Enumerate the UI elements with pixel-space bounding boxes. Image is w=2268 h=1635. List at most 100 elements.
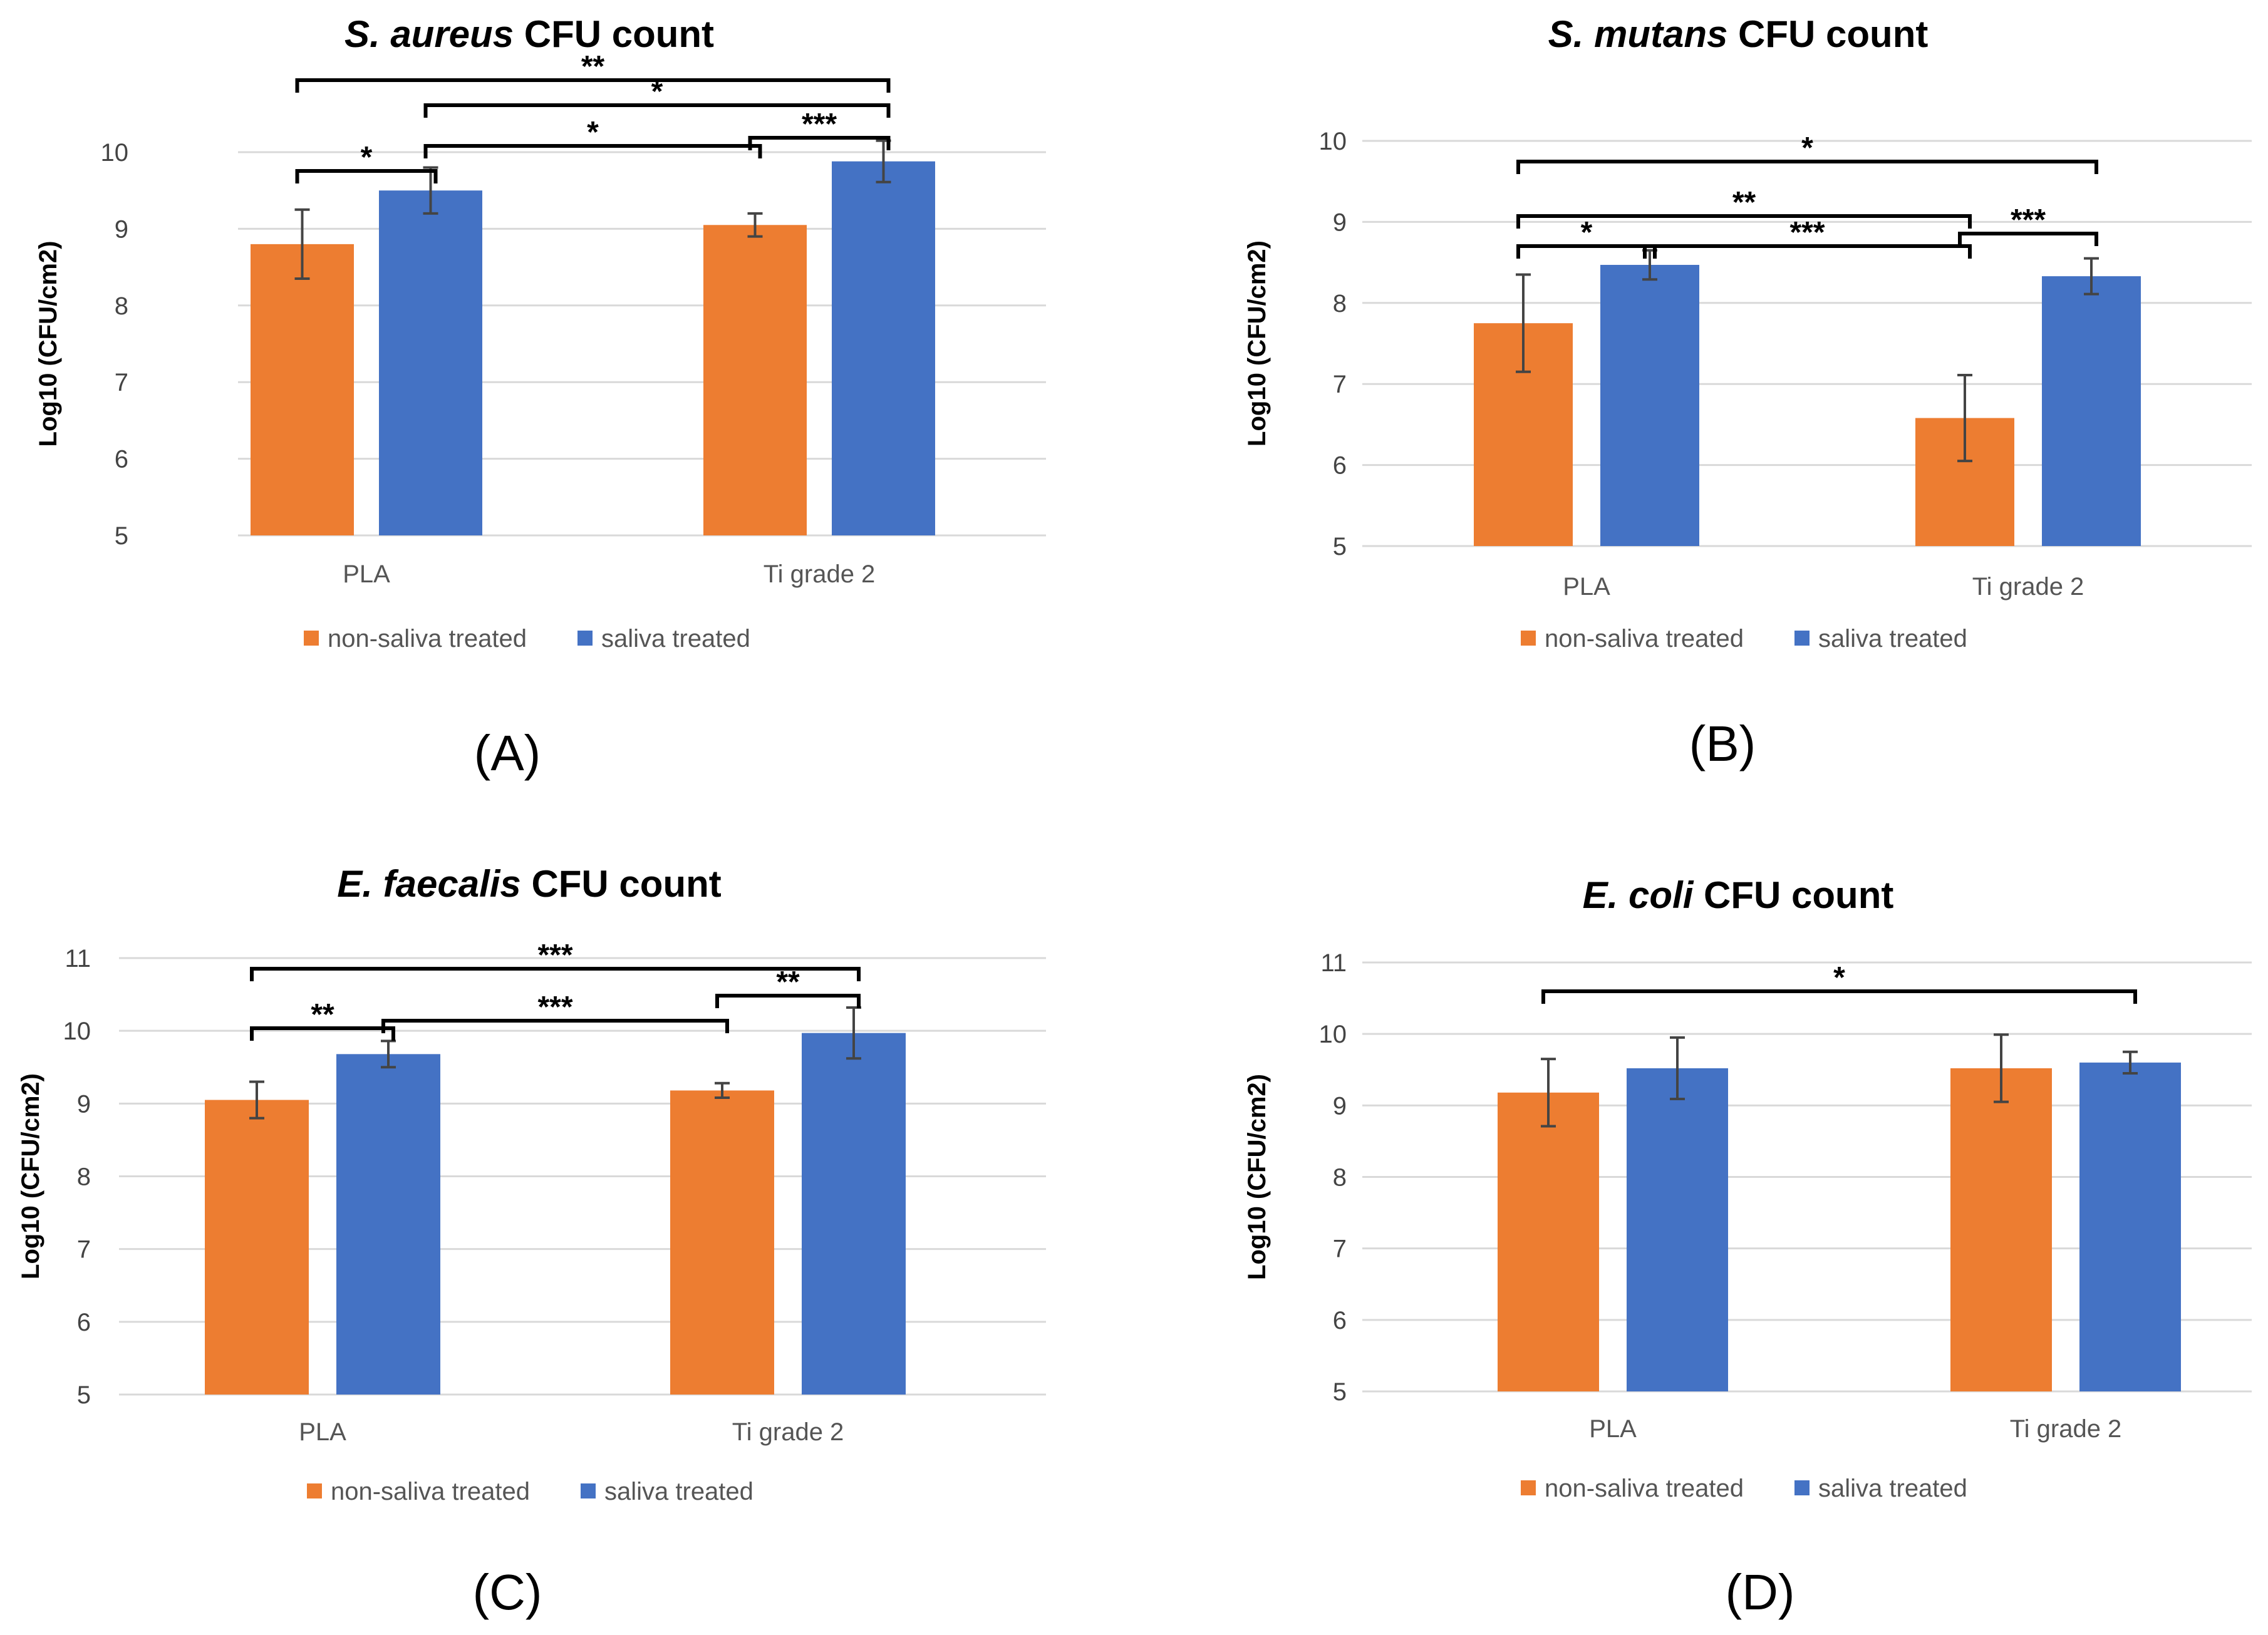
y-tick-label: 6: [115, 446, 128, 473]
significance-bracket: [295, 78, 891, 93]
x-category-label: Ti grade 2: [1972, 573, 2084, 601]
title-species: S. mutans: [1548, 13, 1728, 55]
significance-label: ***: [537, 939, 572, 972]
y-tick-label: 5: [1333, 533, 1347, 560]
y-axis-label: Log10 (CFU/cm2): [1243, 240, 1271, 446]
y-tick-label: 7: [1333, 1235, 1347, 1263]
chart-title: E. coli CFU count: [1583, 874, 1894, 916]
bar-non-saliva-pla: [251, 244, 354, 535]
bar-saliva-ti: [832, 161, 935, 535]
y-tick-label: 8: [77, 1163, 91, 1191]
title-species: E. faecalis: [337, 863, 521, 905]
significance-label: *: [651, 75, 663, 108]
y-tick-label: 10: [101, 139, 129, 167]
bar-saliva-ti: [2079, 1062, 2181, 1391]
x-category-label: Ti grade 2: [764, 560, 876, 588]
bar-non-saliva-pla: [205, 1100, 309, 1395]
legend-label-saliva: saliva treated: [1818, 625, 1967, 652]
significance-label: *: [587, 116, 599, 149]
significance-bracket: [1643, 244, 1972, 259]
y-tick-label: 8: [115, 292, 128, 320]
significance-bracket: [1958, 232, 2098, 246]
chart-title: S. aureus CFU count: [344, 13, 714, 55]
significance-label: ***: [537, 991, 572, 1024]
title-rest: CFU count: [521, 863, 722, 905]
y-tick-label: 6: [1333, 1307, 1347, 1334]
chart-panel-2: S. mutans CFU count 5 6 7 8 9 10 Log10 (CFU/cm2…: [1243, 13, 2252, 771]
bar-non-saliva-ti: [670, 1090, 774, 1395]
legend-label-non-saliva: non-saliva treated: [328, 625, 527, 652]
x-category-label: Ti grade 2: [2010, 1415, 2122, 1443]
significance-label: **: [581, 50, 605, 83]
bar-non-saliva-pla: [1498, 1092, 1599, 1391]
significance-bracket: [748, 136, 891, 150]
y-tick-label: 5: [115, 522, 128, 550]
y-tick-label: 5: [1333, 1378, 1347, 1406]
y-axis-label: Log10 (CFU/cm2): [34, 241, 62, 447]
legend-swatch-saliva: [1794, 1480, 1810, 1495]
y-tick-label: 10: [1319, 128, 1347, 155]
y-tick-label: 7: [115, 369, 128, 396]
significance-bracket: [1541, 989, 2137, 1004]
y-tick-label: 9: [115, 215, 128, 243]
significance-bracket: [250, 967, 861, 981]
panel-label: (C): [472, 1564, 542, 1620]
significance-bracket: [1516, 160, 2098, 174]
legend-swatch-saliva: [581, 1483, 596, 1498]
y-tick-label: 9: [1333, 1092, 1347, 1120]
x-category-label: PLA: [1563, 573, 1610, 601]
significance-bracket: [423, 103, 891, 118]
bar-saliva-pla: [379, 190, 482, 535]
y-tick-label: 9: [1333, 209, 1347, 236]
chart-title: S. mutans CFU count: [1548, 13, 1929, 55]
y-tick-label: 11: [65, 945, 91, 972]
significance-label: **: [311, 998, 334, 1031]
y-axis-label: Log10 (CFU/cm2): [1243, 1074, 1271, 1280]
legend-swatch-saliva: [577, 631, 593, 646]
y-tick-label: 10: [63, 1018, 91, 1045]
bar-non-saliva-ti: [703, 225, 807, 535]
significance-bracket: [250, 1026, 395, 1041]
y-tick-label: 8: [1333, 1164, 1347, 1192]
title-species: S. aureus: [344, 13, 514, 55]
legend-swatch-saliva: [1794, 631, 1810, 646]
bar-saliva-ti: [802, 1033, 906, 1395]
bar-saliva-pla: [1600, 264, 1699, 546]
x-category-label: PLA: [299, 1418, 346, 1446]
bar-non-saliva-ti: [1950, 1068, 2052, 1391]
legend-swatch-non-saliva: [1521, 631, 1536, 646]
significance-label: *: [1581, 216, 1593, 249]
chart-panel-3: E. faecalis CFU count 5 6 7 8 9 10 11 Log10 (CFU…: [17, 863, 1046, 1620]
x-category-label: PLA: [1589, 1415, 1637, 1443]
panel-label: (A): [474, 725, 541, 781]
y-tick-label: 6: [77, 1309, 91, 1336]
legend-label-non-saliva: non-saliva treated: [1545, 1475, 1744, 1502]
title-rest: CFU count: [1693, 874, 1893, 916]
x-category-label: Ti grade 2: [732, 1418, 844, 1446]
legend-swatch-non-saliva: [307, 1483, 322, 1498]
y-tick-label: 9: [77, 1090, 91, 1118]
significance-bracket: [381, 1019, 729, 1033]
legend-label-non-saliva: non-saliva treated: [1545, 625, 1744, 652]
bar-saliva-pla: [1627, 1068, 1728, 1391]
significance-label: *: [1833, 961, 1845, 994]
panel-label: (B): [1689, 716, 1756, 771]
significance-label: *: [361, 141, 373, 174]
significance-label: **: [776, 966, 800, 999]
legend-swatch-non-saliva: [1521, 1480, 1536, 1495]
bar-saliva-pla: [336, 1054, 440, 1395]
significance-bracket: [423, 144, 762, 158]
panel-label: (D): [1725, 1564, 1794, 1620]
y-tick-label: 11: [1320, 949, 1347, 977]
chart-panel-4: E. coli CFU count 5 6 7 8 9 10 11 Log10 (CFU/cm2…: [1243, 874, 2252, 1620]
x-category-label: PLA: [343, 560, 390, 588]
legend-label-saliva: saliva treated: [1818, 1475, 1967, 1502]
y-tick-label: 8: [1333, 290, 1347, 317]
significance-label: **: [1732, 186, 1756, 219]
legend-label-saliva: saliva treated: [604, 1478, 753, 1505]
significance-bracket: [295, 169, 438, 183]
bar-saliva-ti: [2042, 276, 2141, 546]
significance-label: ***: [2011, 204, 2046, 237]
title-species: E. coli: [1583, 874, 1694, 916]
